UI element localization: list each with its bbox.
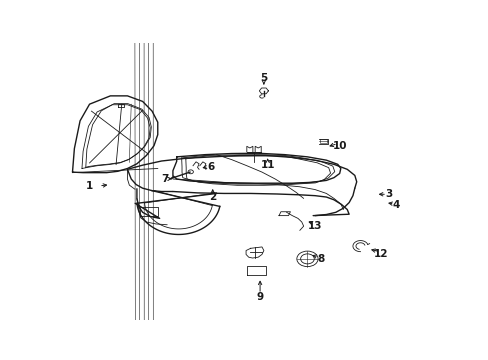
Text: 4: 4 <box>392 201 399 210</box>
Text: 5: 5 <box>260 73 267 83</box>
Text: 6: 6 <box>207 162 214 172</box>
Text: 11: 11 <box>260 160 274 170</box>
Text: 7: 7 <box>162 174 169 184</box>
Text: 13: 13 <box>307 221 322 231</box>
Text: 8: 8 <box>316 255 324 264</box>
Text: 10: 10 <box>332 141 346 151</box>
Text: 9: 9 <box>256 292 263 302</box>
Text: 2: 2 <box>209 192 216 202</box>
Text: 1: 1 <box>86 181 93 191</box>
Text: 12: 12 <box>373 249 388 259</box>
Text: 3: 3 <box>385 189 392 199</box>
